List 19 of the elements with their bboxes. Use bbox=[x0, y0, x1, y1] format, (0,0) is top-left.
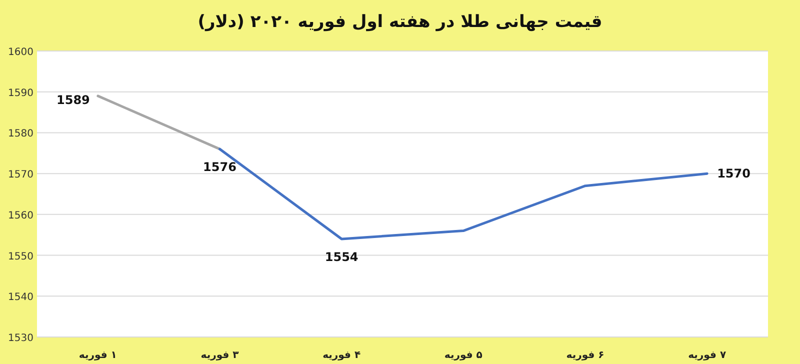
data-label: 1570 bbox=[717, 166, 750, 181]
data-label: 1554 bbox=[324, 250, 358, 264]
y-tick-label: 1600 bbox=[8, 47, 34, 58]
data-label: 1589 bbox=[56, 92, 90, 107]
y-tick-label: 1570 bbox=[8, 170, 34, 181]
y-tick-label: 1580 bbox=[8, 128, 34, 140]
y-tick-label: 1530 bbox=[8, 333, 34, 344]
chart-title: قیمت جهانی طلا در هفته اول فوریه ۲۰۲۰ (دلار) bbox=[198, 12, 602, 32]
x-tick-label: ۴ فوریه bbox=[322, 350, 361, 361]
y-tick-label: 1550 bbox=[8, 251, 34, 262]
y-tick-label: 1540 bbox=[8, 292, 34, 304]
y-tick-label: 1560 bbox=[8, 210, 34, 222]
x-tick-label: ۷ فوریه bbox=[688, 350, 726, 361]
x-tick-label: ۵ فوریه bbox=[444, 350, 482, 361]
x-tick-label: ۶ فوریه bbox=[566, 350, 604, 361]
x-tick-label: ۳ فوریه bbox=[200, 350, 239, 361]
data-label: 1576 bbox=[203, 160, 236, 174]
y-tick-label: 1590 bbox=[8, 88, 34, 99]
x-tick-label: ۱ فوریه bbox=[78, 350, 117, 361]
